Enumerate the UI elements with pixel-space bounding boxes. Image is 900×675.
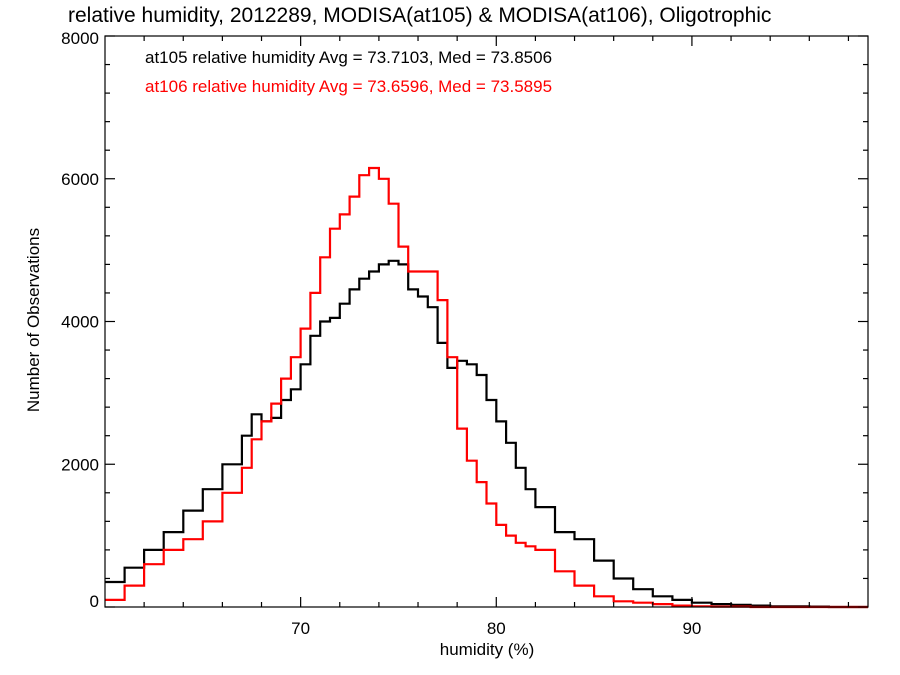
x-axis-label: humidity (%) [440, 640, 534, 659]
x-tick-label: 80 [487, 619, 506, 638]
series-line-1 [105, 166, 868, 609]
series-layer [105, 166, 868, 609]
y-tick-label: 0 [90, 592, 99, 611]
y-tick-label: 4000 [61, 313, 99, 332]
legend-entry-at105: at105 relative humidity Avg = 73.7103, M… [145, 48, 552, 67]
x-tick-label: 70 [291, 619, 310, 638]
y-axis-label: Number of Observations [24, 228, 43, 412]
y-tick-label: 6000 [61, 170, 99, 189]
series-line-0 [105, 259, 868, 609]
y-tick-label: 2000 [61, 455, 99, 474]
ticks-layer: 70 80 90 0 2000 4000 6000 8000 [61, 29, 868, 638]
chart-title: relative humidity, 2012289, MODISA(at105… [68, 4, 771, 27]
y-tick-label: 8000 [61, 29, 99, 48]
legend-entry-at106: at106 relative humidity Avg = 73.6596, M… [145, 77, 552, 96]
x-tick-label: 90 [682, 619, 701, 638]
